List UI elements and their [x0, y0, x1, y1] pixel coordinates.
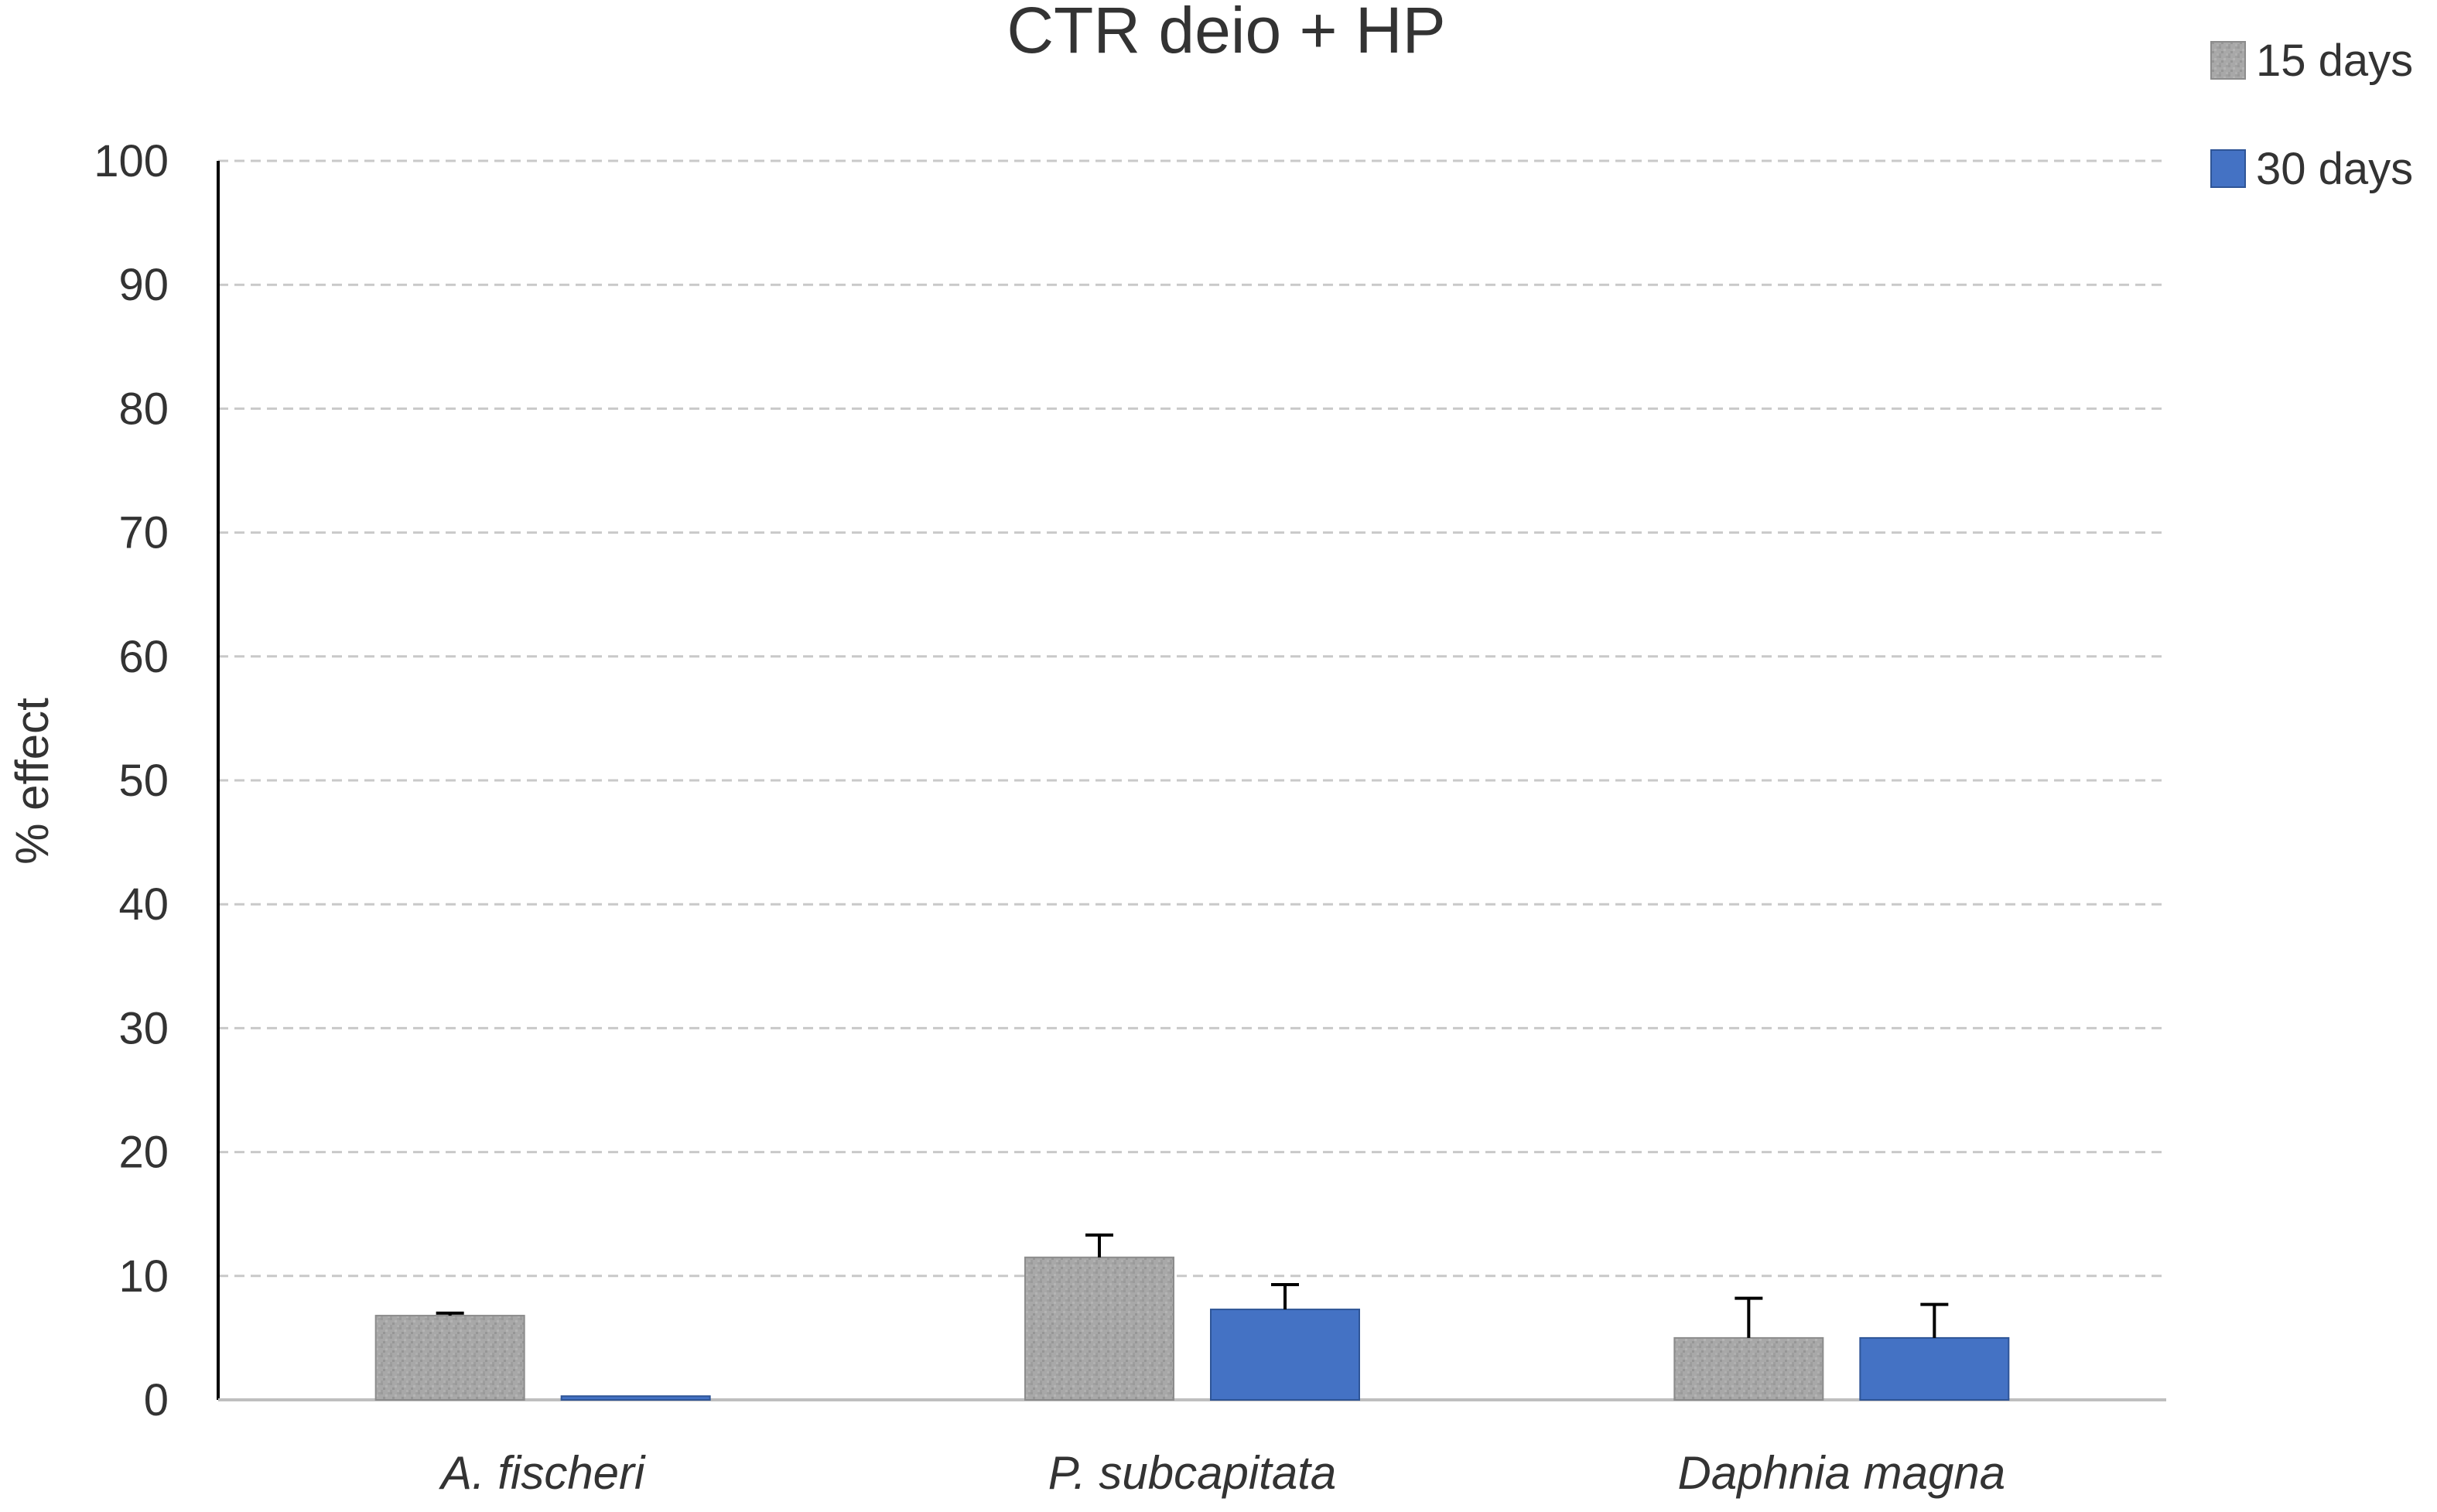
bar-15-days-0 [374, 1315, 525, 1401]
bar-15-days-2 [1673, 1336, 1824, 1401]
error-bar [1920, 1302, 1949, 1338]
x-category-label: P. subcapitata [1048, 1447, 1337, 1499]
y-tick-label: 50 [118, 756, 169, 806]
y-tick-label: 30 [118, 1003, 169, 1053]
y-tick-label: 60 [118, 632, 169, 682]
y-tick-label: 80 [118, 384, 169, 434]
y-tick-label: 40 [118, 879, 169, 930]
bar-15-days-1 [1024, 1256, 1174, 1401]
bar-30-days-0 [560, 1395, 711, 1401]
y-tick-label: 0 [144, 1375, 169, 1425]
y-tick-label: 10 [118, 1251, 169, 1302]
error-bar [1735, 1296, 1763, 1338]
legend-label: 30 days [2256, 144, 2413, 194]
y-tick-label: 70 [118, 508, 169, 558]
y-tick-labels: 0 10 20 30 40 50 60 70 80 90 100 [94, 136, 169, 1425]
error-bar [1271, 1283, 1299, 1310]
gridlines [218, 159, 2166, 1278]
bar-30-days-2 [1859, 1336, 2010, 1401]
axes [217, 161, 2166, 1401]
error-bar [436, 1311, 464, 1316]
y-tick-label: 90 [118, 260, 169, 310]
legend-label: 15 days [2256, 36, 2413, 86]
y-tick-label: 100 [94, 136, 169, 186]
legend: 15 days 30 days [2210, 36, 2413, 194]
bar-30-days-1 [1210, 1309, 1360, 1401]
error-bars [436, 1233, 1949, 1338]
legend-swatch [2210, 41, 2246, 80]
legend-swatch [2210, 149, 2246, 188]
bars [374, 1256, 2010, 1401]
chart-title: CTR deio + HP [1007, 0, 1445, 67]
y-tick-label: 20 [118, 1128, 169, 1178]
error-bar [1085, 1233, 1113, 1258]
x-category-labels: A. fischeri P. subcapitata Daphnia magna [439, 1447, 2005, 1499]
x-category-label: Daphnia magna [1678, 1447, 2006, 1499]
x-category-label: A. fischeri [439, 1447, 646, 1499]
y-axis-label: % effect [6, 698, 58, 865]
